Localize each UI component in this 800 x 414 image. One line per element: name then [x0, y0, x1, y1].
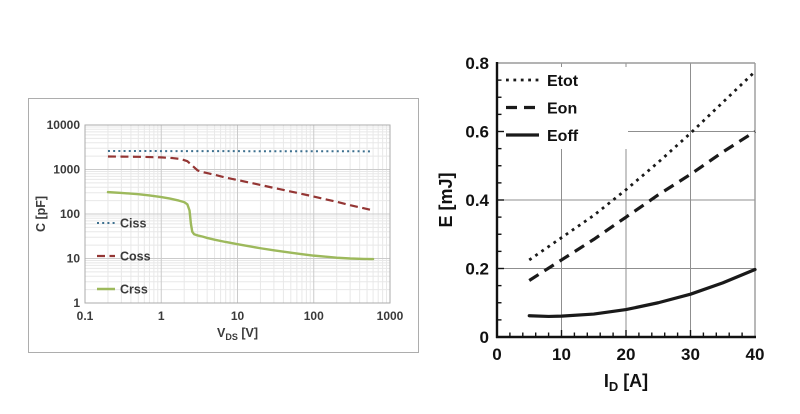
switching-energy-chart-frame: Etot Eon Eoff 0 10 20 30 40 0 0.2 0.4 0.6 0.8 ID [A] E…	[430, 30, 795, 405]
y-tick-label: 0.6	[465, 122, 489, 141]
series-Crss	[106, 190, 375, 261]
legend-label-Ciss: Ciss	[120, 217, 146, 231]
legend-label-Eon: Eon	[547, 100, 577, 117]
series-Etot	[528, 70, 756, 262]
series-Coss	[107, 155, 374, 212]
x-axis-label: ID [A]	[604, 371, 648, 394]
x-tick-label: 20	[617, 345, 636, 364]
y-tick-label: 0.2	[465, 259, 489, 278]
plot-border	[84, 124, 391, 304]
legend: Etot Eon Eoff	[506, 73, 579, 145]
legend: Ciss Coss Crss	[97, 217, 151, 297]
y-tick-label: 0	[480, 328, 489, 347]
x-axis-label: VDS [V]	[217, 326, 258, 342]
y-tick-label: 0.8	[465, 54, 489, 73]
y-tick-labels: 1 10 100 1000 10000	[47, 118, 81, 310]
y-axis-label: C [pF]	[34, 196, 48, 232]
series-Eon	[528, 130, 756, 282]
legend-label-Crss: Crss	[120, 283, 148, 297]
x-tick-label: 10	[552, 345, 571, 364]
y-tick-label: 1000	[53, 163, 80, 177]
grid	[84, 124, 391, 304]
legend-label-Etot: Etot	[547, 73, 579, 90]
y-tick-label: 0.4	[465, 191, 489, 210]
y-tick-label: 100	[60, 207, 80, 221]
x-tick-label: 10	[231, 309, 245, 323]
axis-ticks	[497, 79, 743, 337]
x-tick-label: 40	[746, 345, 765, 364]
series-Eoff	[527, 267, 757, 319]
x-tick-label: 0.1	[77, 309, 94, 323]
y-tick-label: 10	[67, 252, 81, 266]
legend-label-Coss: Coss	[120, 250, 151, 264]
capacitance-chart-frame: Ciss Coss Crss 0.1 1 10 100 1000 1 10 100 1000 10000…	[28, 98, 419, 353]
y-tick-labels: 0 0.2 0.4 0.6 0.8	[465, 54, 489, 347]
switching-energy-chart: Etot Eon Eoff 0 10 20 30 40 0 0.2 0.4 0.6 0.8 ID [A] E…	[436, 54, 764, 394]
y-axis-label: E [mJ]	[436, 172, 456, 227]
x-tick-label: 30	[681, 345, 700, 364]
x-tick-label: 1	[158, 309, 165, 323]
y-tick-label: 1	[73, 296, 80, 310]
x-tick-labels: 0 10 20 30 40	[492, 345, 764, 364]
x-tick-label: 100	[304, 309, 324, 323]
legend-label-Eoff: Eoff	[547, 128, 579, 145]
y-tick-label: 10000	[47, 118, 81, 132]
x-tick-labels: 0.1 1 10 100 1000	[77, 309, 404, 323]
x-tick-label: 1000	[377, 309, 404, 323]
x-tick-label: 0	[492, 345, 501, 364]
